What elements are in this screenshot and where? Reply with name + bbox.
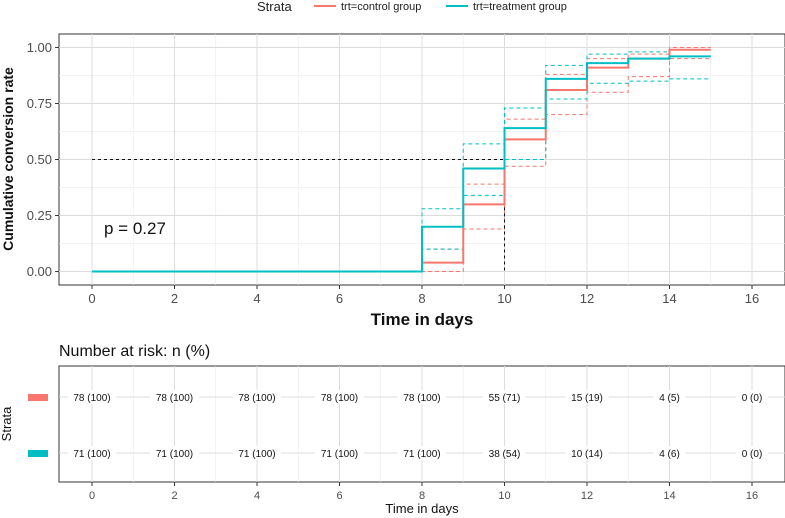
risk-cell-treatment: 38 (54)	[489, 449, 521, 460]
risk-x-tick-label: 10	[498, 490, 510, 502]
y-tick-label: 0.00	[27, 264, 52, 279]
risk-table: Number at risk: n (%) 78 (100) 78 (100) 78…	[0, 343, 785, 516]
risk-x-tick-label: 0	[89, 490, 95, 502]
risk-x-axis-label: Time in days	[385, 501, 459, 516]
risk-cell-treatment: 71 (100)	[156, 449, 193, 460]
risk-cell-control: 78 (100)	[238, 393, 275, 404]
risk-cell-bg-treatment	[67, 446, 117, 460]
risk-cell-bg-treatment	[397, 446, 447, 460]
risk-cell-bg-treatment	[653, 446, 686, 460]
risk-cell-control: 0 (0)	[742, 393, 763, 404]
risk-cell-treatment: 71 (100)	[321, 449, 358, 460]
risk-cell-bg-control	[397, 390, 447, 404]
risk-cell-bg-control	[150, 390, 199, 404]
risk-cell-treatment: 10 (14)	[571, 449, 603, 460]
risk-cell-control: 78 (100)	[403, 393, 440, 404]
risk-cell-treatment: 71 (100)	[403, 449, 440, 460]
x-tick-label: 6	[336, 291, 343, 306]
legend-label-treatment: trt=treatment group	[473, 1, 567, 13]
x-tick-label: 12	[580, 291, 594, 306]
risk-cell-bg-control	[565, 390, 609, 404]
risk-axis-ticks: 0 2 4 6 8 10 12 14 16	[89, 482, 758, 502]
risk-cell-control: 78 (100)	[73, 393, 110, 404]
legend-label-control: trt=control group	[341, 1, 421, 13]
risk-cell-control: 78 (100)	[156, 393, 193, 404]
risk-cell-bg-treatment	[482, 446, 527, 460]
risk-x-tick-label: 4	[254, 490, 260, 502]
main-axis-ticks: 0 2 4 6 8 10 12 14 16 0.00 0.25 0.50 0.75 1.00	[27, 40, 760, 306]
main-y-axis-label: Cumulative conversion rate	[0, 67, 16, 251]
risk-cell-bg-control	[232, 390, 282, 404]
main-x-axis-label: Time in days	[371, 310, 474, 329]
risk-cell-bg-treatment	[232, 446, 282, 460]
risk-y-axis-label: Strata	[0, 406, 14, 441]
risk-cell-bg-control	[653, 390, 686, 404]
x-tick-label: 10	[497, 291, 511, 306]
risk-cell-control: 78 (100)	[321, 393, 358, 404]
series-lines	[92, 48, 711, 273]
risk-cell-treatment: 4 (6)	[659, 449, 680, 460]
y-tick-label: 0.50	[27, 152, 52, 167]
risk-cell-control: 4 (5)	[659, 393, 680, 404]
risk-table-title: Number at risk: n (%)	[59, 343, 210, 360]
y-tick-label: 0.75	[27, 96, 52, 111]
x-tick-label: 16	[745, 291, 759, 306]
risk-cell-bg-treatment	[150, 446, 199, 460]
risk-strata-swatch-treatment	[28, 450, 48, 457]
main-plot-panel: 0 2 4 6 8 10 12 14 16 0.00 0.25 0.50 0.75 1.00 p = 0.…	[0, 33, 785, 329]
risk-cell-bg-control	[736, 390, 768, 404]
risk-x-tick-label: 14	[663, 490, 675, 502]
risk-cell-bg-control	[315, 390, 364, 404]
risk-cell-bg-control	[482, 390, 527, 404]
y-tick-label: 1.00	[27, 40, 52, 55]
x-tick-label: 2	[171, 291, 178, 306]
risk-x-tick-label: 12	[581, 490, 593, 502]
risk-cell-bg-treatment	[565, 446, 609, 460]
risk-cell-control: 55 (71)	[489, 393, 521, 404]
legend: Strata trt=control group trt=treatment g…	[257, 0, 567, 14]
risk-cell-treatment: 71 (100)	[73, 449, 110, 460]
x-tick-label: 0	[88, 291, 95, 306]
risk-x-tick-label: 6	[336, 490, 342, 502]
risk-cell-bg-control	[67, 390, 117, 404]
x-tick-label: 4	[253, 291, 260, 306]
y-tick-label: 0.25	[27, 208, 52, 223]
risk-x-tick-label: 16	[746, 490, 758, 502]
risk-x-tick-label: 2	[171, 490, 177, 502]
survival-line-treatment	[92, 55, 711, 273]
risk-cell-treatment: 0 (0)	[742, 449, 763, 460]
p-value-annotation: p = 0.27	[104, 219, 166, 238]
risk-cells: 78 (100) 78 (100) 78 (100) 78 (100) 78 (100)…	[67, 390, 768, 460]
legend-title: Strata	[257, 0, 292, 14]
risk-cell-bg-treatment	[736, 446, 768, 460]
risk-cell-control: 15 (19)	[571, 393, 603, 404]
risk-cell-bg-treatment	[315, 446, 364, 460]
risk-strata-swatch-control	[28, 394, 48, 401]
risk-cell-treatment: 71 (100)	[238, 449, 275, 460]
risk-x-tick-label: 8	[419, 490, 425, 502]
x-tick-label: 8	[418, 291, 425, 306]
x-tick-label: 14	[662, 291, 676, 306]
